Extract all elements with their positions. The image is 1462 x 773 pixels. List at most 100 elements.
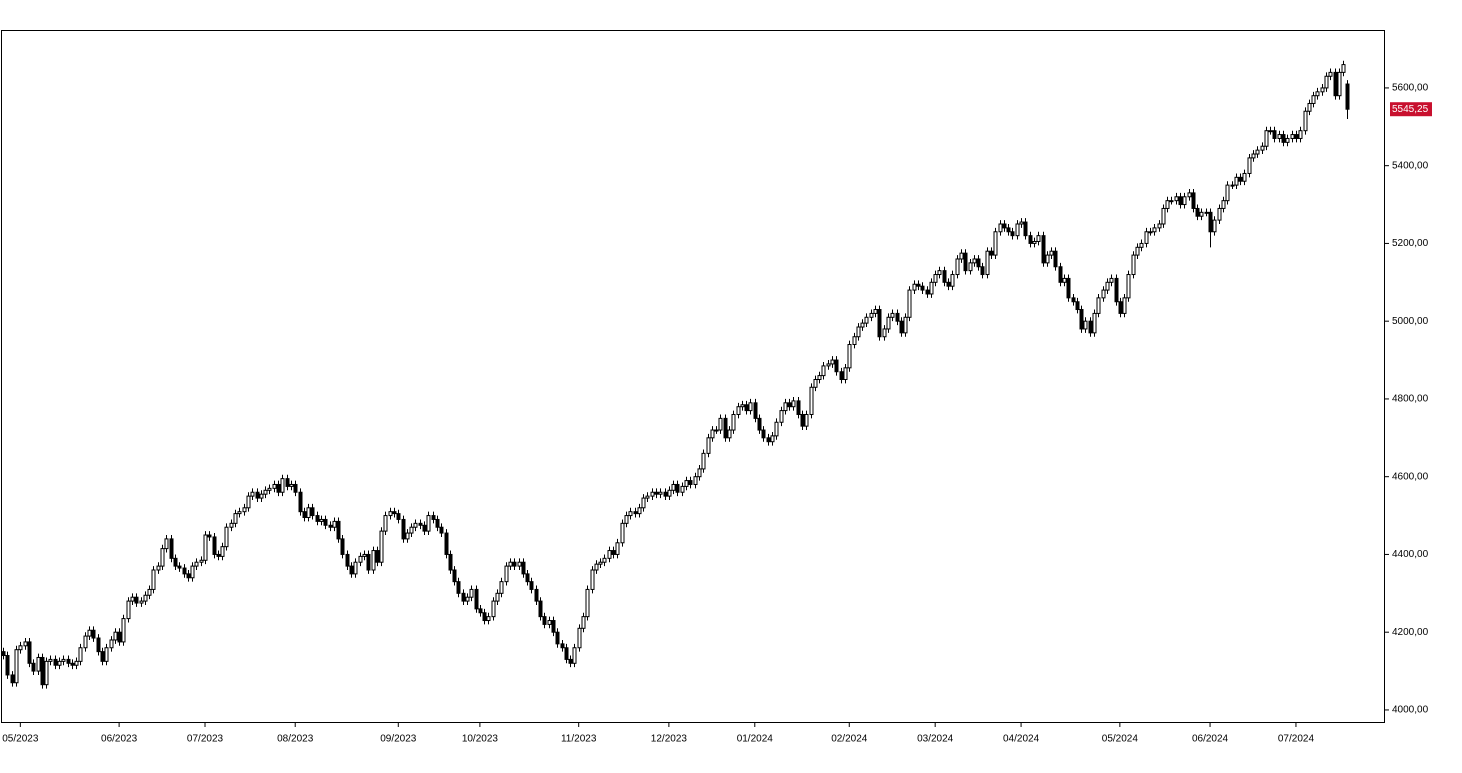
- candle-body: [486, 616, 491, 622]
- candle-body: [774, 421, 779, 437]
- candle-body: [1277, 134, 1282, 139]
- candle-body: [869, 312, 874, 318]
- candle-body: [1088, 320, 1093, 334]
- candle-body: [267, 487, 272, 491]
- candle-body: [461, 592, 466, 602]
- candle-body: [1324, 75, 1329, 89]
- candle-body: [117, 631, 122, 643]
- candle-body: [727, 429, 732, 439]
- candle-body: [40, 656, 45, 686]
- candle-body: [633, 511, 638, 515]
- candle-body: [1307, 102, 1312, 112]
- candle-body: [736, 406, 741, 415]
- candle-body: [431, 515, 436, 520]
- candle-body: [860, 322, 865, 328]
- candle-body: [1062, 277, 1067, 283]
- candle-body: [1148, 231, 1153, 234]
- candle-body: [1285, 137, 1290, 143]
- candle-body: [186, 573, 191, 579]
- candle-body: [877, 309, 882, 338]
- candle-body: [757, 417, 762, 431]
- candle-body: [130, 596, 135, 602]
- candle-body: [401, 518, 406, 540]
- candle-body: [70, 662, 75, 666]
- candle-body: [663, 491, 668, 497]
- candle-body: [1161, 207, 1166, 225]
- candle-body: [104, 647, 109, 662]
- candle-body: [903, 316, 908, 334]
- x-tick-label: 11/2023: [561, 734, 597, 745]
- candle-body: [233, 513, 238, 524]
- candle-body: [787, 402, 792, 408]
- candle-body: [18, 645, 23, 651]
- candle-body: [937, 270, 942, 276]
- candle-body: [1066, 277, 1071, 299]
- candle-body: [645, 495, 650, 499]
- candle-body: [572, 647, 577, 664]
- x-tick-label: 07/2024: [1278, 734, 1315, 745]
- candle-body: [302, 511, 307, 519]
- candle-body: [843, 367, 848, 380]
- candle-body: [1002, 223, 1007, 229]
- candle-body: [1032, 240, 1037, 244]
- candle-body: [164, 538, 169, 550]
- candle-body: [748, 402, 753, 412]
- candle-body: [396, 513, 401, 520]
- candle-body: [890, 312, 895, 318]
- candle-body: [972, 258, 977, 264]
- candle-body: [27, 641, 32, 664]
- candle-body: [1234, 176, 1239, 186]
- candle-body: [933, 274, 938, 283]
- candle-body: [783, 402, 788, 412]
- candle-body: [568, 658, 573, 664]
- candle-body: [14, 649, 19, 684]
- candle-body: [959, 252, 964, 260]
- candle-body: [388, 511, 393, 517]
- candle-body: [1281, 134, 1286, 143]
- candle-body: [706, 437, 711, 454]
- candle-body: [555, 631, 560, 645]
- candle-body: [942, 270, 947, 283]
- candle-body: [594, 563, 599, 571]
- last-price-label: 5545,25: [1392, 104, 1429, 115]
- candle-body: [1139, 242, 1144, 248]
- x-tick-label: 06/2023: [101, 734, 138, 745]
- candle-body: [525, 573, 530, 583]
- candle-body: [779, 410, 784, 423]
- candle-body: [383, 515, 388, 532]
- candle-body: [310, 507, 315, 517]
- candle-body: [216, 553, 221, 557]
- candle-body: [1096, 297, 1101, 314]
- candle-body: [1045, 254, 1050, 264]
- x-tick-label: 05/2023: [2, 734, 39, 745]
- candle-body: [1118, 301, 1123, 314]
- candle-body: [207, 534, 212, 538]
- candle-body: [886, 316, 891, 330]
- candle-body: [1144, 231, 1149, 244]
- candle-body: [160, 548, 165, 567]
- candle-body: [491, 600, 496, 618]
- candle-body: [534, 588, 539, 602]
- candle-body: [1217, 207, 1222, 221]
- y-tick-label: 4400,00: [1392, 549, 1429, 560]
- candle-body: [203, 534, 208, 561]
- candle-body: [109, 639, 114, 649]
- candle-body: [976, 258, 981, 268]
- candle-body: [478, 608, 483, 614]
- candle-body: [1264, 130, 1269, 147]
- candle-body: [800, 413, 805, 427]
- candle-body: [804, 413, 809, 427]
- candle-body: [602, 557, 607, 563]
- candle-body: [422, 524, 427, 532]
- candle-body: [980, 266, 985, 276]
- candle-body: [753, 402, 758, 419]
- candle-body: [1041, 235, 1046, 264]
- candle-body: [620, 522, 625, 544]
- candle-body: [766, 437, 771, 443]
- y-tick-label: 5400,00: [1392, 160, 1429, 171]
- candle-body: [469, 588, 474, 598]
- candle-body: [61, 658, 66, 662]
- candle-body: [1023, 221, 1028, 237]
- candle-body: [474, 588, 479, 610]
- candle-body: [1165, 200, 1170, 209]
